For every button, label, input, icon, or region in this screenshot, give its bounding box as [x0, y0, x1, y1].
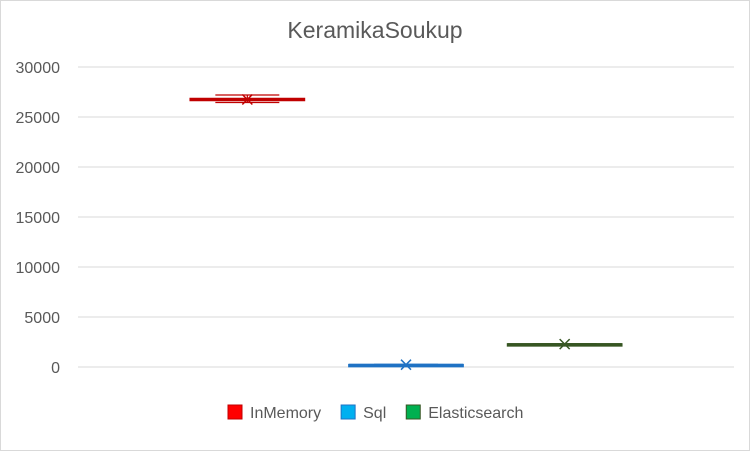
- mean-marker: [241, 93, 253, 106]
- y-tick-label: 15000: [16, 210, 61, 227]
- legend-swatch: [405, 404, 421, 420]
- legend-swatch: [340, 404, 356, 420]
- box-inmemory: [189, 93, 306, 106]
- y-tick-label: 10000: [16, 260, 61, 277]
- gridlines: [78, 66, 734, 368]
- y-tick-label: 5000: [24, 310, 60, 327]
- legend-item: InMemory: [227, 404, 321, 422]
- y-tick-label: 25000: [16, 110, 61, 127]
- mean-marker: [559, 338, 571, 350]
- legend: InMemory Sql Elasticsearch: [227, 404, 523, 422]
- box-sql: [348, 359, 464, 371]
- legend-label: Elasticsearch: [428, 405, 523, 422]
- mean-marker: [400, 359, 412, 371]
- y-tick-label: 30000: [16, 60, 61, 77]
- legend-item: Sql: [340, 404, 386, 422]
- y-tick-label: 20000: [16, 160, 61, 177]
- y-tick-label: 0: [51, 360, 60, 377]
- legend-label: Sql: [363, 405, 386, 422]
- legend-label: InMemory: [250, 405, 321, 422]
- plot-area: [189, 93, 623, 371]
- legend-item: Elasticsearch: [405, 404, 523, 422]
- chart-title: KeramikaSoukup: [287, 17, 462, 43]
- legend-swatch: [227, 404, 243, 420]
- box-elasticsearch: [506, 338, 623, 350]
- y-axis: 0 5000 10000 15000 20000 25000 30000: [16, 60, 61, 377]
